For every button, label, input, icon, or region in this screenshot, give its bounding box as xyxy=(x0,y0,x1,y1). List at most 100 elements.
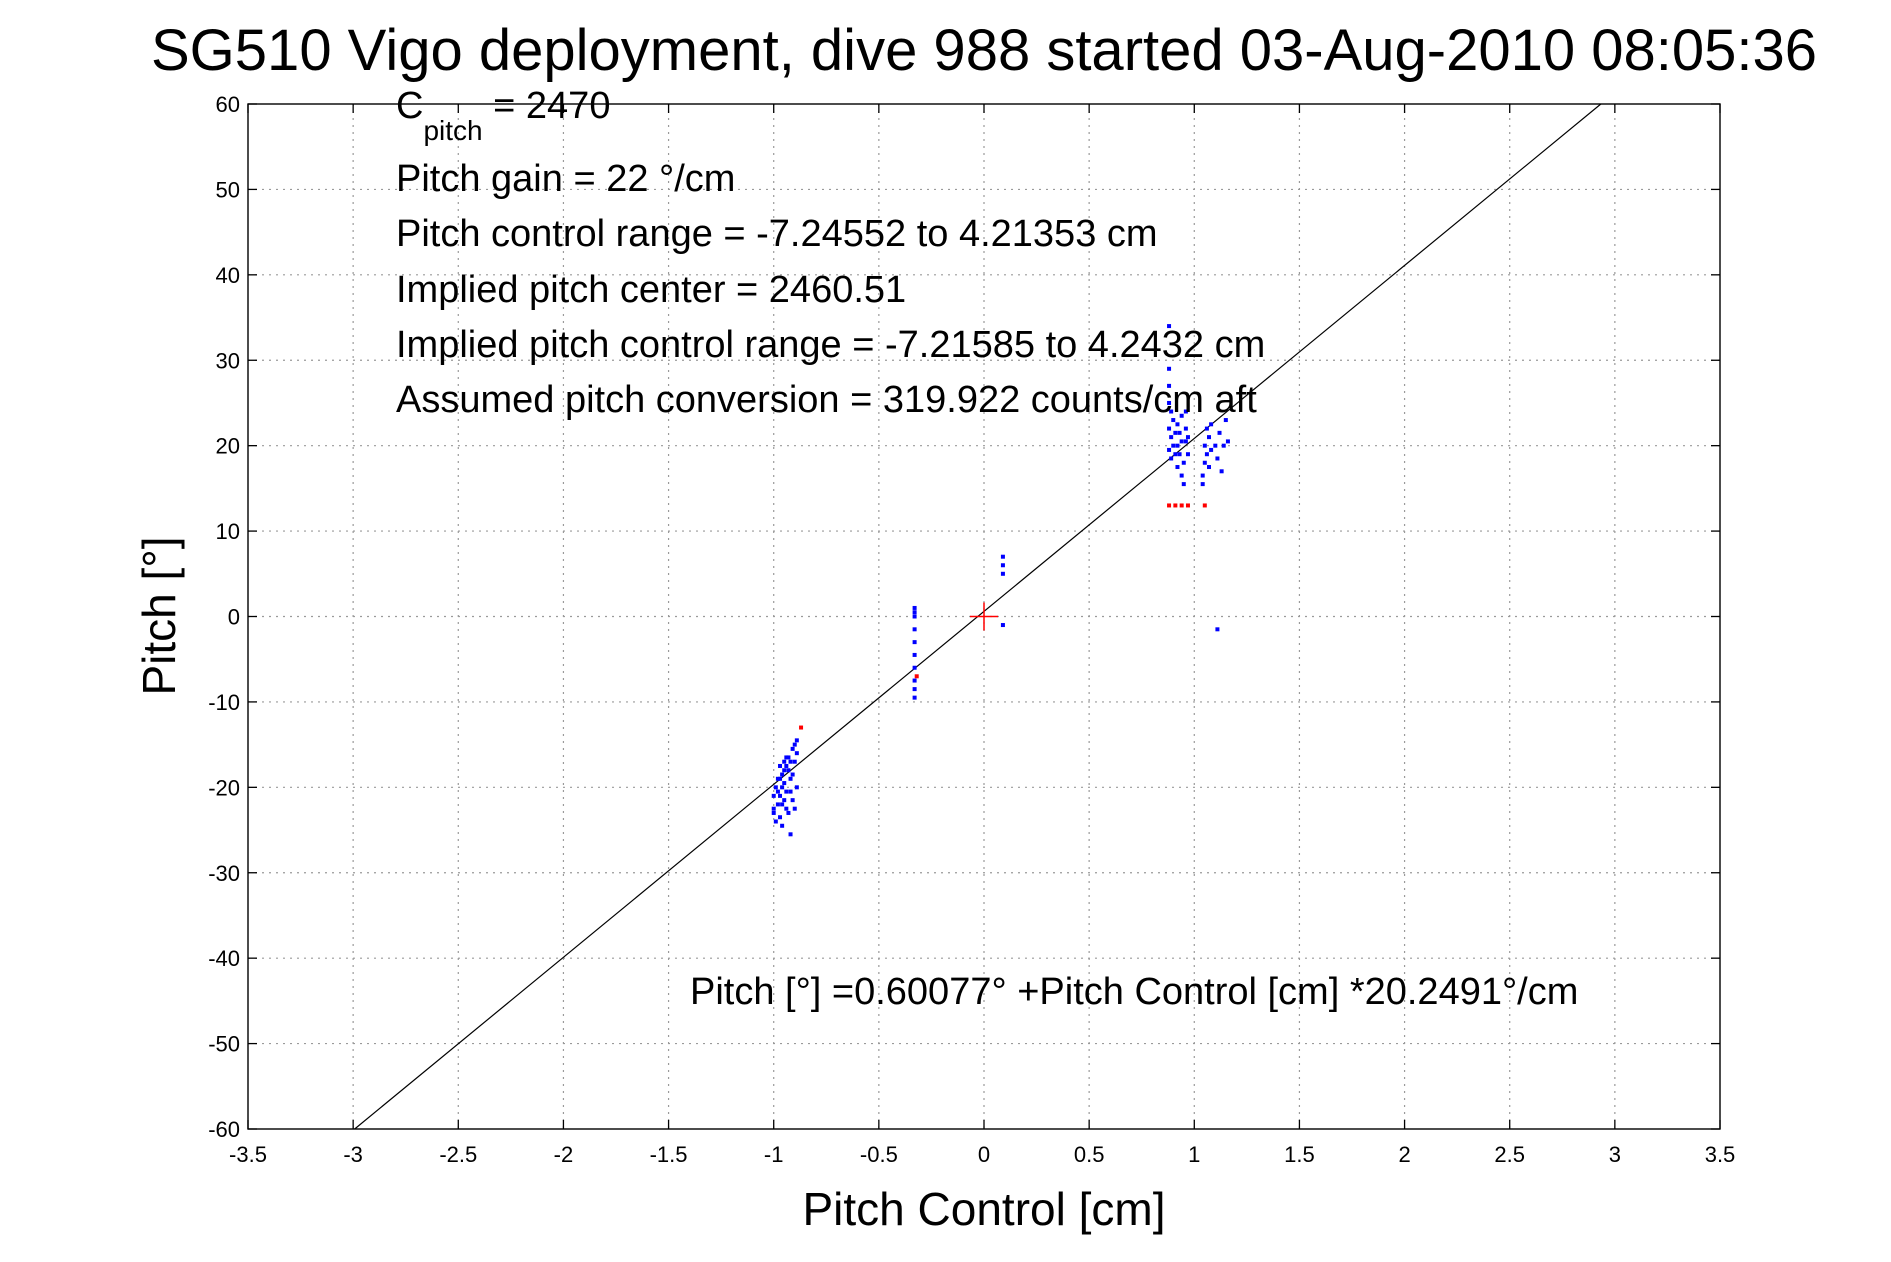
x-tick-label: -1 xyxy=(764,1142,784,1167)
data-point-blue xyxy=(778,815,783,820)
annotation-pitch-gain: Pitch gain = 22 °/cm xyxy=(396,158,735,200)
data-point-red xyxy=(799,725,804,730)
data-point-blue xyxy=(784,806,789,811)
data-point-blue xyxy=(1177,430,1182,435)
data-point-blue xyxy=(1200,473,1205,478)
data-point-blue xyxy=(780,823,785,828)
data-point-blue xyxy=(1185,452,1190,457)
y-tick-label: 30 xyxy=(216,348,240,373)
data-point-blue xyxy=(1175,443,1180,448)
data-point-blue xyxy=(778,763,783,768)
data-point-blue xyxy=(1167,400,1172,405)
data-point-blue xyxy=(1167,383,1172,388)
data-point-blue xyxy=(1177,452,1182,457)
data-point-blue xyxy=(1183,439,1188,444)
annotation-implied-pitch-control-range: Implied pitch control range = -7.21585 t… xyxy=(396,324,1265,366)
x-tick-label: -3.5 xyxy=(229,1142,267,1167)
data-point-blue xyxy=(790,746,795,751)
x-tick-label: 2.5 xyxy=(1494,1142,1525,1167)
data-point-red xyxy=(1167,503,1172,508)
data-point-red xyxy=(914,674,919,679)
data-point-red xyxy=(1179,503,1184,508)
data-point-red xyxy=(1173,503,1178,508)
y-tick-label: -60 xyxy=(208,1117,240,1142)
x-tick-label: 2 xyxy=(1398,1142,1410,1167)
data-point-blue xyxy=(1204,426,1209,431)
data-point-blue xyxy=(1181,460,1186,465)
data-point-blue xyxy=(773,785,778,790)
data-point-blue xyxy=(1202,443,1207,448)
data-point-red xyxy=(1185,503,1190,508)
x-tick-label: 1.5 xyxy=(1284,1142,1315,1167)
x-tick-label: -0.5 xyxy=(860,1142,898,1167)
data-point-blue xyxy=(782,781,787,786)
data-point-blue xyxy=(784,763,789,768)
data-point-blue xyxy=(782,798,787,803)
y-tick-label: 10 xyxy=(216,519,240,544)
annotation-c-pitch-value: = 2470 xyxy=(483,85,611,127)
data-point-blue xyxy=(1200,482,1205,487)
x-tick-label: 1 xyxy=(1188,1142,1200,1167)
data-point-red xyxy=(1202,503,1207,508)
data-point-blue xyxy=(786,755,791,760)
data-point-blue xyxy=(1169,409,1174,414)
annotation-pitch-control-range: Pitch control range = -7.24552 to 4.2135… xyxy=(396,213,1158,255)
data-point-blue xyxy=(1000,563,1005,568)
data-point-blue xyxy=(780,772,785,777)
y-tick-label: 20 xyxy=(216,434,240,459)
data-point-blue xyxy=(782,759,787,764)
plot-frame xyxy=(247,103,1721,1130)
y-tick-label: -20 xyxy=(208,775,240,800)
x-axis-label: Pitch Control [cm] xyxy=(803,1183,1166,1235)
data-point-blue xyxy=(912,678,917,683)
data-point-blue xyxy=(790,798,795,803)
data-point-blue xyxy=(1179,439,1184,444)
annotation-c-pitch: Cpitch = 2470 xyxy=(396,85,610,146)
data-point-blue xyxy=(1215,456,1220,461)
data-point-blue xyxy=(1217,430,1222,435)
data-point-blue xyxy=(788,789,793,794)
data-point-blue xyxy=(771,810,776,815)
data-point-blue xyxy=(788,759,793,764)
y-axis-label: Pitch [°] xyxy=(133,536,185,695)
data-point-blue xyxy=(775,776,780,781)
y-tick-label: -40 xyxy=(208,946,240,971)
data-point-blue xyxy=(788,832,793,837)
data-point-blue xyxy=(1181,482,1186,487)
y-tick-label: 40 xyxy=(216,263,240,288)
x-tick-label: 0 xyxy=(978,1142,990,1167)
data-point-blue xyxy=(775,789,780,794)
data-point-blue xyxy=(1179,413,1184,418)
data-point-blue xyxy=(912,652,917,657)
data-point-blue xyxy=(1183,409,1188,414)
data-point-blue xyxy=(786,768,791,773)
data-point-blue xyxy=(1221,443,1226,448)
annotation-c-pitch-base: C xyxy=(396,85,423,127)
data-point-blue xyxy=(1169,435,1174,440)
data-point-blue xyxy=(1167,324,1172,329)
data-point-blue xyxy=(1167,447,1172,452)
data-point-blue xyxy=(1223,418,1228,423)
data-point-blue xyxy=(1207,465,1212,470)
chart-title: SG510 Vigo deployment, dive 988 started … xyxy=(151,18,1817,83)
data-point-blue xyxy=(1000,623,1005,628)
x-tick-labels: -3.5 -3 -2.5 -2 -1.5 -1 -0.5 0 0.5 1 1.5 2 2.5 3 3.5 xyxy=(229,1142,1735,1167)
x-tick-label: 0.5 xyxy=(1074,1142,1105,1167)
data-point-blue xyxy=(912,640,917,645)
data-point-blue xyxy=(1209,422,1214,427)
y-tick-labels: -60 -50 -40 -30 -20 -10 0 10 20 30 40 50 60 xyxy=(208,92,240,1142)
data-point-blue xyxy=(1213,443,1218,448)
data-point-blue xyxy=(912,614,917,619)
data-point-blue xyxy=(1215,627,1220,632)
data-point-blue xyxy=(1000,554,1005,559)
data-point-blue xyxy=(1204,452,1209,457)
data-point-blue xyxy=(1185,435,1190,440)
data-point-blue xyxy=(794,751,799,756)
x-tick-label: -3 xyxy=(343,1142,363,1167)
x-tick-label: -2.5 xyxy=(439,1142,477,1167)
data-point-blue xyxy=(912,605,917,610)
data-point-blue xyxy=(1167,426,1172,431)
data-point-blue xyxy=(1175,465,1180,470)
data-point-blue xyxy=(792,759,797,764)
